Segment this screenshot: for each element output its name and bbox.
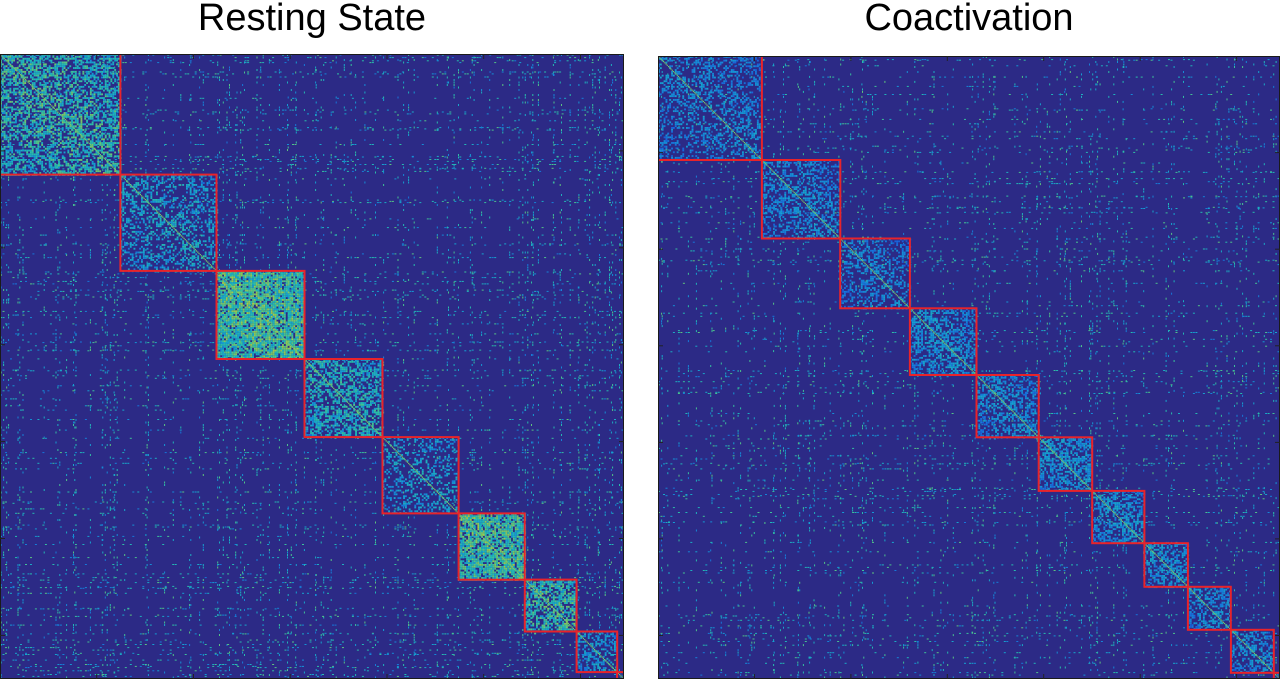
matrix-diagonal (0, 54, 624, 679)
resting-state-title: Resting State (0, 0, 624, 37)
module-outline-4 (303, 358, 384, 439)
module-outline-1 (658, 56, 763, 161)
module-outline-8 (1143, 542, 1189, 588)
module-outline-2 (119, 173, 218, 272)
module-outline-6 (457, 512, 526, 581)
module-outline-1 (0, 54, 122, 176)
module-outline-4 (908, 307, 978, 376)
module-outline-5 (381, 436, 460, 515)
off-module-connections (658, 56, 1280, 679)
module-block-5 (976, 375, 1040, 439)
module-outline-6 (1037, 436, 1094, 492)
module-outline-3 (215, 269, 306, 360)
module-block-3 (216, 270, 305, 359)
module-outline-9 (1186, 585, 1232, 631)
module-outline-2 (760, 159, 842, 240)
module-outline-7 (523, 578, 578, 633)
coactivation-title: Coactivation (658, 0, 1280, 37)
off-module-connections (0, 54, 624, 679)
module-outline-8 (575, 630, 619, 674)
module-outline-5 (975, 374, 1040, 439)
module-block-7 (524, 579, 578, 633)
resting-state-matrix (0, 54, 624, 679)
coactivation-matrix (658, 56, 1280, 679)
axis-ticks (0, 54, 624, 679)
module-outline-7 (1091, 489, 1146, 545)
module-outline-3 (839, 237, 911, 310)
module-outline-10 (1229, 628, 1275, 674)
module-block-4 (909, 308, 978, 376)
axis-ticks (658, 56, 1280, 679)
